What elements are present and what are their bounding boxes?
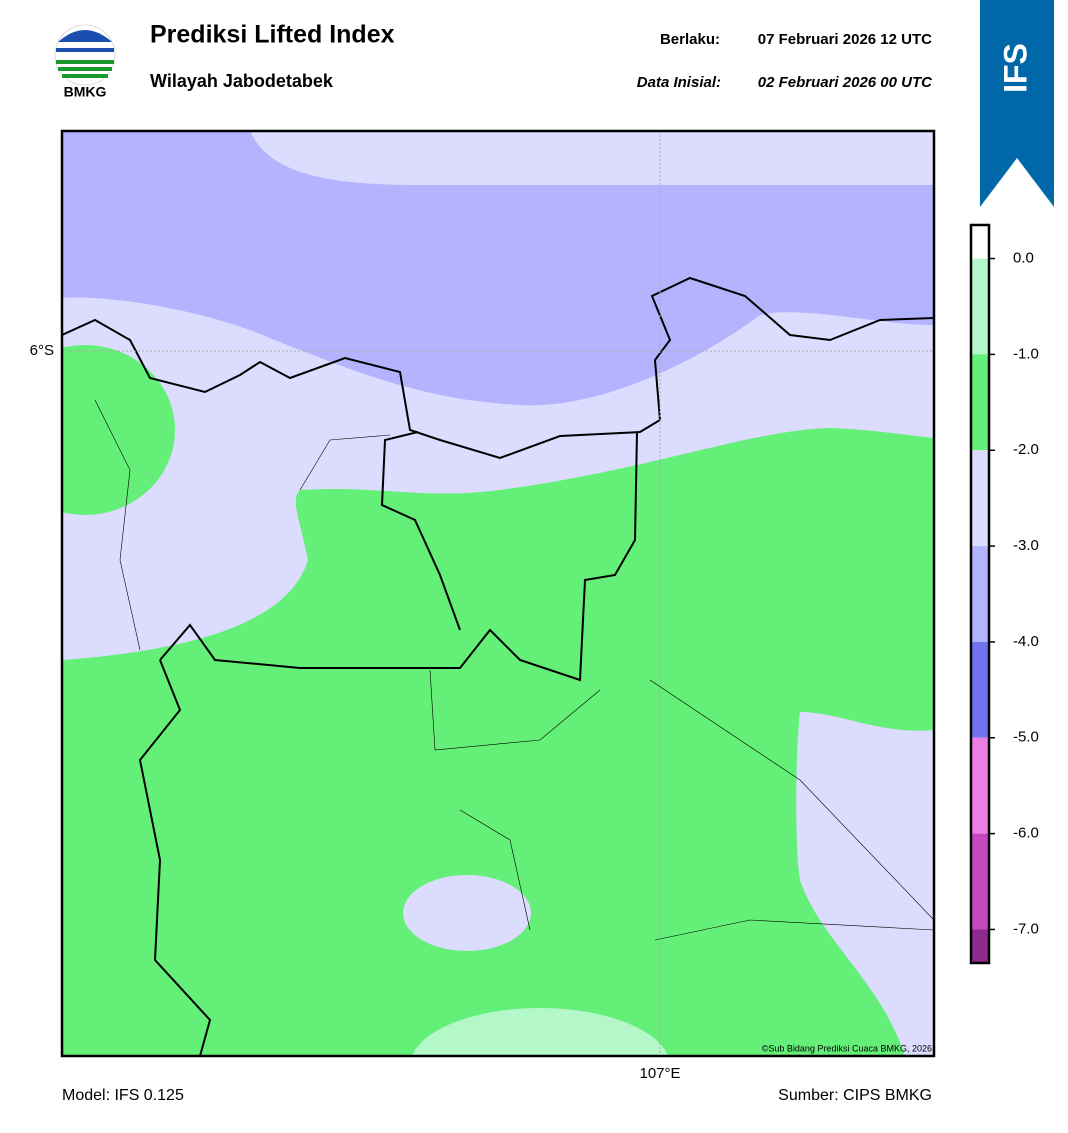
colorbar-frame — [969, 223, 991, 965]
colorbar: 0.0 -1.0 -2.0 -3.0 -4.0 -5.0 -6.0 -7.0 — [969, 223, 1039, 965]
colorbar-tick-label: -4.0 — [1013, 633, 1039, 650]
colorbar-tick-label: -1.0 — [1013, 345, 1039, 362]
colorbar-tick-label: -6.0 — [1013, 825, 1039, 842]
colorbar-segment — [971, 641, 989, 738]
logo: BMKG — [54, 24, 116, 100]
init-time: 02 Februari 2026 00 UTC — [758, 74, 933, 91]
valid-time: 07 Februari 2026 12 UTC — [758, 31, 932, 48]
footer-source: Sumber: CIPS BMKG — [778, 1087, 932, 1104]
map-frame — [60, 129, 936, 1058]
colorbar-tick-label: -3.0 — [1013, 537, 1039, 554]
logo-text: BMKG — [64, 84, 107, 100]
colorbar-segment — [971, 929, 989, 963]
colorbar-segment — [971, 450, 989, 547]
colorbar-tick-label: -2.0 — [1013, 441, 1039, 458]
model-badge — [980, 0, 1054, 207]
lat-label: 6°S — [30, 342, 54, 359]
title: Prediksi Lifted Index — [150, 21, 395, 49]
lon-label: 107°E — [639, 1065, 680, 1082]
model-badge-text: IFS — [997, 43, 1033, 93]
footer-model: Model: IFS 0.125 — [62, 1087, 184, 1104]
colorbar-segment — [971, 354, 989, 451]
init-label: Data Inisial: — [637, 74, 721, 91]
colorbar-tick-label: 0.0 — [1013, 250, 1034, 267]
colorbar-segment — [971, 225, 989, 259]
colorbar-segment — [971, 546, 989, 642]
colorbar-tick-label: -7.0 — [1013, 920, 1039, 937]
valid-label: Berlaku: — [660, 31, 720, 48]
colorbar-segment — [971, 833, 989, 930]
map-fields — [62, 131, 934, 1056]
colorbar-segment — [971, 737, 989, 834]
colorbar-segment — [971, 258, 989, 355]
subtitle: Wilayah Jabodetabek — [150, 71, 334, 91]
credit: ©Sub Bidang Prediksi Cuaca BMKG, 2026 — [762, 1043, 932, 1053]
colorbar-tick-label: -5.0 — [1013, 729, 1039, 746]
